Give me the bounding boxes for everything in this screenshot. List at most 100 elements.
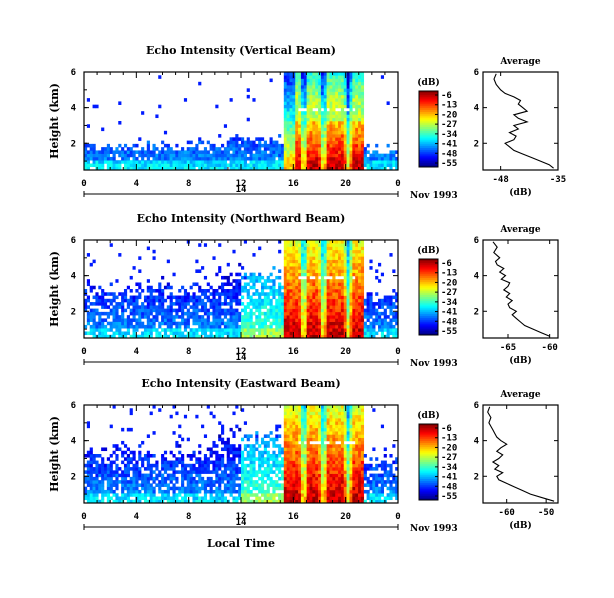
heatmap-cell: [235, 292, 239, 296]
heatmap-cell: [123, 308, 128, 313]
heatmap-cell: [175, 295, 179, 300]
heatmap-cell: [340, 302, 345, 306]
heatmap-cell: [309, 308, 313, 313]
heatmap-cell: [201, 163, 205, 168]
colorbar-swatch: [419, 279, 438, 283]
heatmap-cell: [286, 78, 290, 83]
heatmap-cell: [252, 311, 256, 316]
heatmap-cell: [106, 499, 110, 504]
heatmap-cell: [320, 143, 325, 148]
heatmap-cell: [306, 473, 310, 478]
heatmap-cell: [146, 246, 150, 251]
heatmap-cell: [175, 480, 179, 484]
heatmap-cell: [163, 476, 168, 481]
heatmap-cell: [103, 150, 108, 154]
heatmap-cell: [312, 427, 316, 432]
heatmap-cell: [209, 305, 213, 309]
heatmap-cell: [343, 98, 347, 102]
heatmap-cell: [318, 444, 322, 448]
heatmap-cell: [101, 150, 105, 154]
heatmap-cell: [289, 489, 293, 494]
heatmap-cell: [318, 262, 322, 267]
heatmap-cell: [306, 272, 310, 277]
heatmap-cell: [292, 447, 296, 452]
heatmap-cell: [363, 150, 367, 154]
heatmap-cell: [218, 493, 222, 497]
heatmap-cell: [289, 262, 293, 267]
heatmap-cell: [263, 493, 267, 497]
heatmap-cell: [383, 324, 387, 329]
heatmap-cell: [343, 289, 347, 293]
heatmap-cell: [201, 324, 205, 329]
heatmap-cell: [249, 493, 253, 497]
heatmap-cell: [129, 408, 133, 412]
heatmap-cell: [303, 124, 307, 128]
heatmap-cell: [312, 243, 316, 247]
heatmap-cell: [163, 160, 168, 164]
heatmap-cell: [349, 127, 353, 132]
heatmap-cell: [95, 493, 99, 497]
heatmap-cell: [86, 279, 90, 283]
heatmap-cell: [235, 311, 239, 316]
heatmap-cell: [292, 463, 296, 468]
heatmap-cell: [101, 467, 105, 471]
heatmap-cell: [258, 295, 262, 300]
heatmap-cell: [235, 156, 239, 161]
heatmap-cell: [303, 166, 307, 171]
heatmap-cell: [135, 289, 139, 293]
heatmap-cell: [286, 262, 290, 267]
heatmap-cell: [309, 298, 313, 303]
heatmap-cell: [146, 153, 150, 158]
heatmap-cell: [358, 114, 362, 119]
heatmap-cell: [203, 499, 208, 504]
heatmap-cell: [255, 440, 259, 445]
heatmap-cell: [203, 156, 208, 161]
heatmap-cell: [292, 467, 296, 471]
heatmap-cell: [300, 470, 305, 474]
heatmap-cell: [201, 156, 205, 161]
heatmap-cell: [218, 334, 222, 339]
heatmap-cell: [181, 298, 185, 303]
heatmap-cell: [266, 444, 270, 448]
heatmap-cell: [283, 81, 287, 86]
heatmap-cell: [226, 156, 230, 161]
heatmap-cell: [303, 246, 307, 251]
colorbar-swatch: [419, 151, 438, 155]
heatmap-cell: [186, 463, 190, 468]
heatmap-cell: [366, 166, 370, 171]
heatmap-cell: [218, 473, 222, 478]
heatmap-cell: [349, 91, 353, 96]
heatmap-cell: [306, 240, 310, 244]
heatmap-cell: [123, 470, 128, 474]
heatmap-cell: [358, 292, 362, 296]
heatmap-cell: [329, 331, 333, 336]
heatmap-cell: [249, 483, 253, 487]
heatmap-cell: [355, 104, 359, 109]
heatmap-cell: [280, 470, 285, 474]
heatmap-cell: [98, 321, 102, 326]
heatmap-cell: [335, 269, 339, 273]
heatmap-cell: [166, 324, 170, 329]
heatmap-cell: [192, 483, 196, 487]
heatmap-cell: [203, 308, 208, 313]
heatmap-cell: [300, 302, 305, 306]
heatmap-cell: [232, 137, 236, 141]
heatmap-cell: [146, 315, 150, 319]
heatmap-cell: [183, 311, 188, 316]
heatmap-cell: [312, 140, 316, 145]
heatmap-cell: [329, 289, 333, 293]
heatmap-cell: [360, 114, 365, 119]
heatmap-cell: [275, 486, 279, 491]
heatmap-cell: [121, 473, 125, 478]
heatmap-cell: [101, 489, 105, 494]
heatmap-cell: [315, 408, 319, 412]
heatmap-cell: [389, 295, 393, 300]
heatmap-cell: [355, 298, 359, 303]
heatmap-cell: [238, 315, 242, 319]
heatmap-cell: [201, 308, 205, 313]
heatmap-cell: [286, 88, 290, 92]
heatmap-cell: [303, 493, 307, 497]
heatmap-cell: [201, 470, 205, 474]
heatmap-cell: [238, 272, 242, 277]
heatmap-cell: [315, 275, 319, 280]
